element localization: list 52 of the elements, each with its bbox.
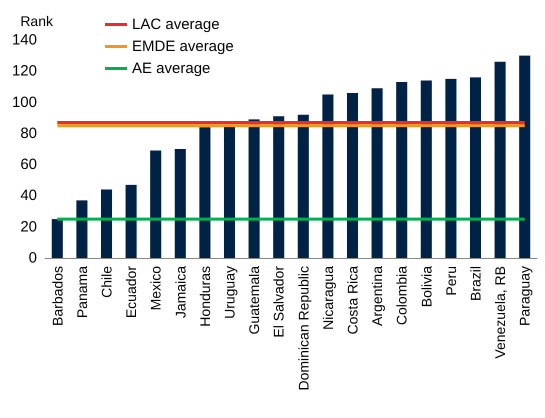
- y-tick-label: 20: [20, 218, 37, 236]
- bar: [126, 184, 137, 258]
- legend-label: LAC average: [132, 16, 220, 33]
- x-tick-label: Peru: [442, 266, 459, 296]
- y-tick-label: 80: [20, 124, 37, 142]
- bar: [298, 114, 309, 258]
- x-tick-label: Ecuador: [123, 266, 140, 318]
- x-tick-label: Jamaica: [172, 266, 188, 318]
- x-tick-label: Nicaragua: [320, 266, 336, 330]
- legend-label: AE average: [132, 60, 210, 77]
- x-tick-label: Mexico: [148, 266, 164, 310]
- x-tick-label: Barbados: [49, 266, 66, 326]
- legend-label: EMDE average: [132, 38, 234, 55]
- bar: [420, 80, 432, 258]
- bar: [273, 116, 284, 258]
- bar: [174, 149, 186, 258]
- bar: [248, 119, 260, 258]
- bar: [470, 77, 482, 258]
- bar: [224, 126, 236, 258]
- bar: [372, 88, 383, 258]
- y-tick-label: 60: [20, 156, 37, 174]
- y-tick-label: 40: [20, 187, 37, 204]
- bar: [76, 200, 88, 258]
- bar: [346, 92, 358, 258]
- x-tick-label: Costa Rica: [344, 266, 360, 334]
- x-tick-label: Brazil: [468, 266, 484, 302]
- x-tick-label: Panama: [74, 266, 90, 318]
- y-tick-label: 140: [12, 32, 37, 48]
- x-tick-label: Argentina: [369, 266, 386, 326]
- x-tick-label: Colombia: [394, 266, 410, 326]
- bar: [396, 82, 408, 258]
- x-tick-label: Honduras: [196, 266, 213, 327]
- x-tick-label: Bolivia: [418, 266, 434, 308]
- bar: [199, 127, 210, 258]
- bar: [150, 150, 162, 258]
- x-tick-label: Dominican Republic: [295, 266, 312, 391]
- bar: [322, 94, 334, 258]
- y-tick-label: 0: [28, 250, 37, 266]
- x-tick-label: El Salvador: [270, 266, 287, 338]
- bar: [52, 219, 63, 258]
- x-tick-label: Guatemala: [246, 266, 262, 334]
- x-tick-label: Paraguay: [516, 266, 533, 326]
- bar: [519, 56, 530, 258]
- x-tick-label: Venezuela, RB: [492, 266, 508, 359]
- x-tick-label: Uruguay: [222, 266, 238, 319]
- y-tick-label: 120: [12, 62, 37, 80]
- x-tick-label: Chile: [98, 266, 114, 298]
- bar: [100, 189, 112, 258]
- bar: [445, 78, 456, 258]
- y-tick-label: 100: [12, 94, 37, 111]
- y-axis-title: Rank: [20, 13, 54, 29]
- bar: [494, 62, 506, 258]
